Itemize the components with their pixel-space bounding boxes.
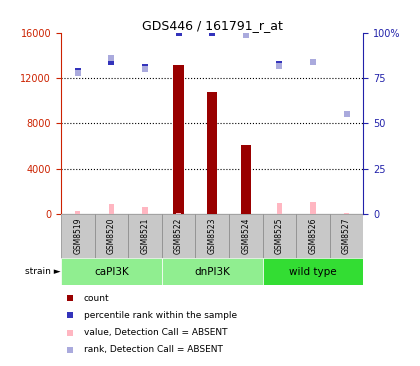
Bar xyxy=(162,258,262,285)
Bar xyxy=(173,65,184,214)
Text: strain ►: strain ► xyxy=(25,267,60,276)
Bar xyxy=(142,207,148,214)
Text: GSM8523: GSM8523 xyxy=(207,218,217,254)
Text: GSM8525: GSM8525 xyxy=(275,218,284,254)
Text: value, Detection Call = ABSENT: value, Detection Call = ABSENT xyxy=(84,328,227,337)
Bar xyxy=(276,203,282,214)
Bar xyxy=(94,214,128,258)
Bar xyxy=(262,214,296,258)
Bar xyxy=(195,214,229,258)
Text: GSM8527: GSM8527 xyxy=(342,218,351,254)
Bar xyxy=(162,214,195,258)
Bar xyxy=(108,204,114,214)
Bar xyxy=(344,213,349,214)
Text: GSM8526: GSM8526 xyxy=(308,218,318,254)
Bar xyxy=(330,214,363,258)
Bar xyxy=(229,214,262,258)
Bar xyxy=(296,214,330,258)
Text: wild type: wild type xyxy=(289,267,337,277)
Text: GSM8524: GSM8524 xyxy=(241,218,250,254)
Bar xyxy=(128,214,162,258)
Bar xyxy=(61,258,162,285)
Text: caPI3K: caPI3K xyxy=(94,267,129,277)
Text: rank, Detection Call = ABSENT: rank, Detection Call = ABSENT xyxy=(84,345,223,354)
Text: GSM8521: GSM8521 xyxy=(140,218,150,254)
Bar xyxy=(262,258,363,285)
Text: dnPI3K: dnPI3K xyxy=(194,267,230,277)
Text: percentile rank within the sample: percentile rank within the sample xyxy=(84,311,237,320)
Text: GSM8520: GSM8520 xyxy=(107,218,116,254)
Bar xyxy=(176,213,181,214)
Bar xyxy=(75,210,81,214)
Text: count: count xyxy=(84,294,109,303)
Bar xyxy=(310,202,316,214)
Bar xyxy=(61,214,94,258)
Text: GSM8522: GSM8522 xyxy=(174,218,183,254)
Title: GDS446 / 161791_r_at: GDS446 / 161791_r_at xyxy=(142,19,283,32)
Bar xyxy=(241,145,251,214)
Text: GSM8519: GSM8519 xyxy=(73,218,82,254)
Bar xyxy=(207,92,217,214)
